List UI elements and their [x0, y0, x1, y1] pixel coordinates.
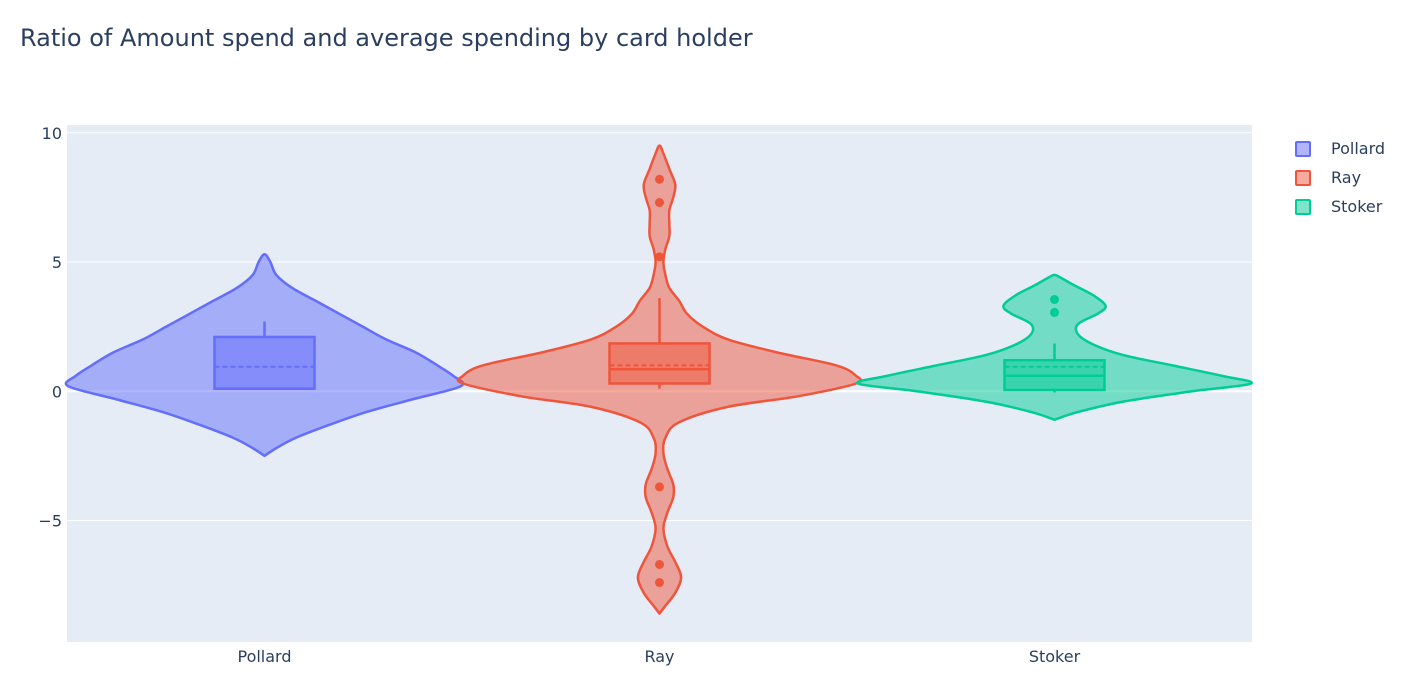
legend-swatch-ray [1295, 169, 1311, 186]
outlier-point-ray [655, 482, 664, 492]
outlier-point-ray [655, 198, 664, 208]
legend-label-pollard: Pollard [1331, 139, 1386, 158]
y-tick-label: −5 [38, 512, 62, 531]
x-tick-label: Pollard [237, 647, 291, 666]
chart-title: Ratio of Amount spend and average spendi… [20, 24, 753, 52]
outlier-point-stoker [1050, 307, 1059, 317]
outlier-point-ray [655, 578, 664, 588]
outlier-point-ray [655, 559, 664, 569]
legend-swatch-stoker [1295, 198, 1311, 215]
legend-item-ray[interactable]: Ray [1295, 163, 1385, 192]
outlier-point-ray [655, 252, 664, 262]
legend-swatch-pollard [1295, 140, 1311, 157]
y-tick-label: 5 [52, 253, 62, 272]
legend-item-pollard[interactable]: Pollard [1295, 134, 1385, 163]
box-ray [608, 342, 711, 385]
box-pollard [213, 335, 316, 390]
legend-label-stoker: Stoker [1331, 197, 1383, 216]
legend-item-stoker[interactable]: Stoker [1295, 192, 1385, 221]
x-tick-label: Stoker [1029, 647, 1081, 666]
outlier-point-ray [655, 174, 664, 184]
y-tick-label: 10 [42, 124, 62, 143]
legend: Pollard Ray Stoker [1295, 134, 1385, 221]
y-tick-label: 0 [52, 382, 62, 401]
outlier-point-stoker [1050, 294, 1059, 304]
legend-label-ray: Ray [1331, 168, 1362, 187]
x-tick-label: Ray [644, 647, 674, 666]
